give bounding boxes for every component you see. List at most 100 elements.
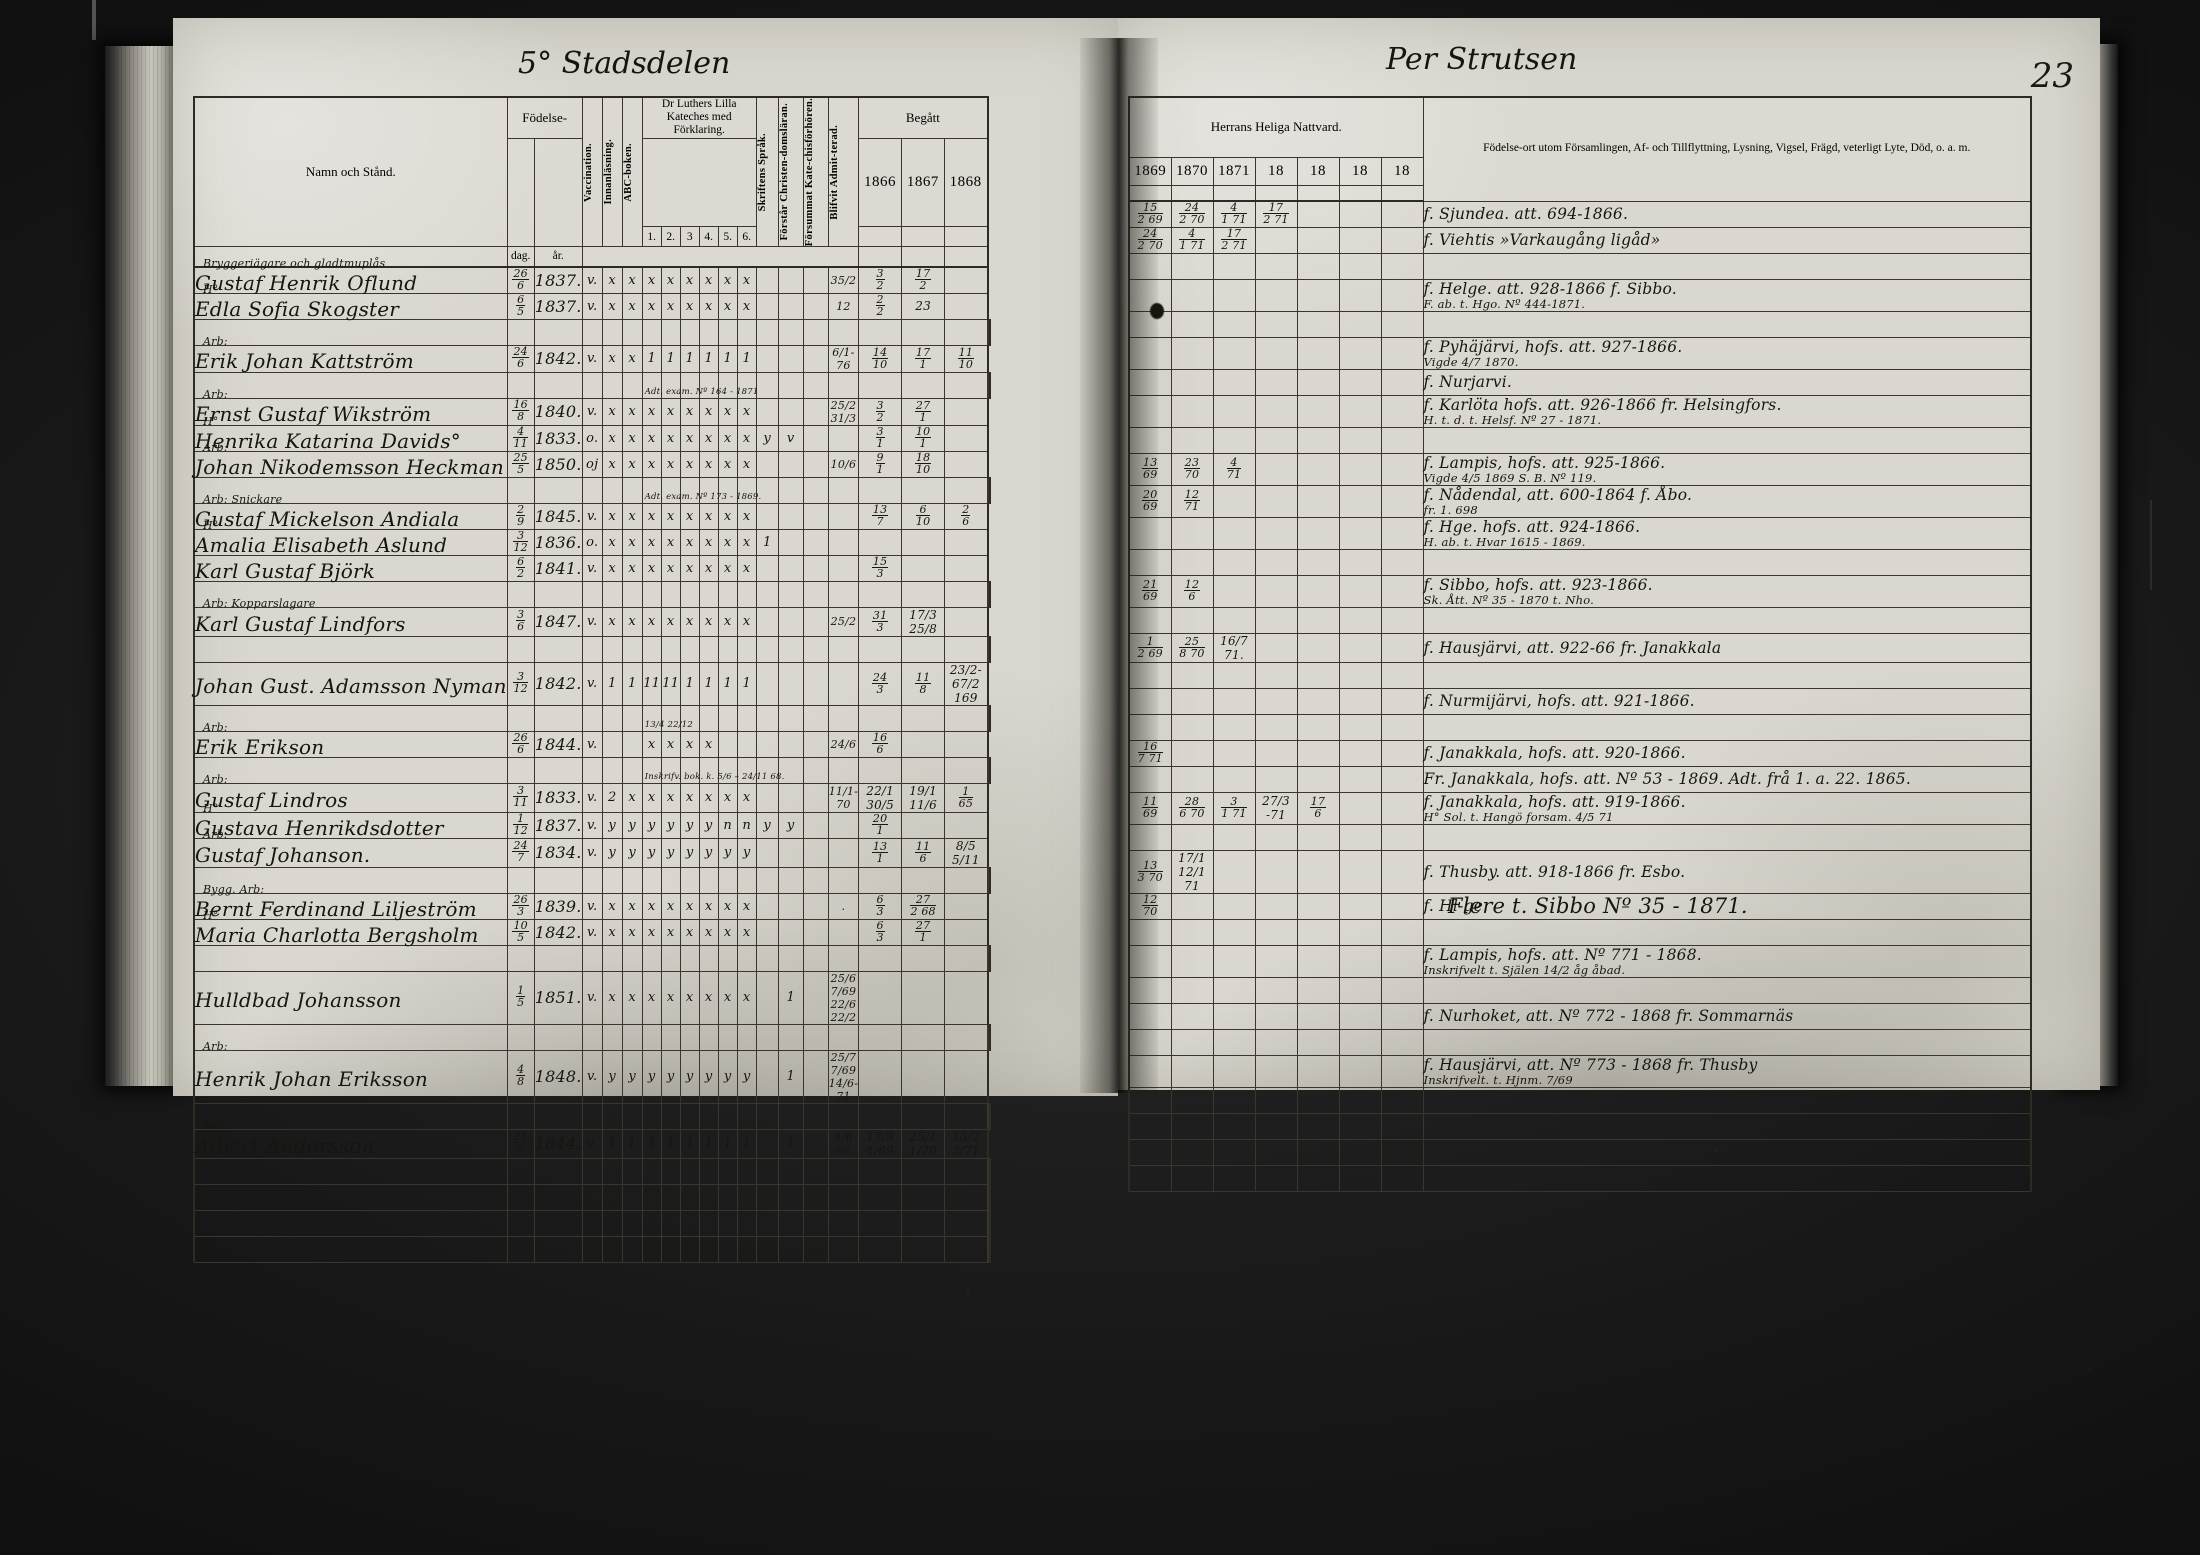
table-row[interactable]: Arb: Johan Nikodemsson Heckman 25 5 1850. oj x… (192, 441, 990, 479)
table-row[interactable]: H° Gustava Henrikdsdotter 1 12 1837. v. y y y y y y… (192, 802, 990, 840)
cell-begatt-0: 13 1 (858, 837, 903, 868)
spacer-row (1128, 823, 2032, 851)
cell-abc-boken: x (621, 970, 643, 1025)
cell-nattvard-3 (1254, 1002, 1298, 1030)
table-row[interactable]: Arb: Gustaf Lindros 3 11 1833. v. 2 x Inskrifv. … (192, 772, 990, 813)
header-herrans-heliga-nattvard: Herrans Heliga Nattvard. (1128, 96, 1424, 158)
table-row[interactable]: Arb: Kopparslagare Karl Gustaf Lindfors 3 6… (192, 597, 990, 637)
cell-innanlasning: x (601, 554, 623, 582)
note-line-2: Vigde 4/7 1870. (1423, 354, 1519, 369)
table-row[interactable]: f. Helge. att. 928-1866 f. Sibbo. F. ab. … (1128, 278, 2032, 312)
cell-nattvard-4 (1296, 632, 1340, 663)
cell-nattvard-5 (1338, 278, 1382, 312)
cell-catechism-1: y (641, 837, 662, 868)
table-row[interactable]: f. Nurjarvi. (1128, 368, 2032, 396)
cell-catechism-6: x (736, 292, 757, 320)
cell-begatt-0: 13 7 (858, 502, 903, 530)
table-row[interactable]: Bryggeriägare och gladtmuplås Gustaf Henr… (192, 257, 990, 295)
cell-catechism-4: y (698, 1049, 719, 1104)
cell-nattvard-3 (1254, 632, 1298, 663)
table-row[interactable]: Fr. Janakkala, hofs. att. Nº 53 - 1869. … (1128, 765, 2032, 793)
table-row[interactable]: f. Hge. hofs. att. 924-1866. H. ab. t. Hv… (1128, 516, 2032, 550)
table-row[interactable]: f. Karlöta hofs. att. 926-1866 fr. Helsi… (1128, 394, 2032, 428)
cell-nattvard-5 (1338, 452, 1382, 486)
table-row[interactable]: f. Lampis, hofs. att. Nº 771 - 1868. Insk… (1128, 944, 2032, 978)
cell-catechism-1: x (641, 554, 662, 582)
table-row[interactable]: 13 69 23 70 4 71 f. Lampis, hofs. att. 925-186… (1128, 452, 2032, 486)
cell-nattvard-0: 16 7 71 (1128, 739, 1172, 767)
cell-birth-year: 1834. (533, 837, 583, 868)
table-row[interactable]: H° Maria Charlotta Bergsholm 10 5 1842. v. x x x… (192, 909, 990, 947)
cell-forstar-christendomslaran (777, 730, 804, 758)
cell-catechism-5: 1 (717, 1128, 738, 1159)
table-row[interactable]: 13 3 70 17/1 12/1 71 f. Thusby. att. 918-18… (1128, 849, 2032, 894)
spacer-row (1128, 713, 2032, 741)
table-row[interactable]: Arb: Erik Johan Kattström 24 6 1842. v. x x 1 1 1 1… (192, 335, 990, 373)
table-row[interactable]: Karl Gustaf Björk 6 2 1841. v. x x x x x x x x 15 3 (192, 554, 990, 583)
cell-begatt-2 (944, 292, 989, 320)
table-row[interactable]: 21 69 12 6 f. Sibbo, hofs. att. 923-1866. Sk.… (1128, 574, 2032, 608)
table-row[interactable]: Hulldbad Johansson 1 5 1851. v. x x x x x x x x 1 25/6… (192, 970, 990, 1025)
cell-abc-boken: x (621, 918, 643, 946)
cell-catechism-6: x (736, 502, 757, 530)
cell-abc-boken: x (621, 292, 643, 320)
table-row[interactable]: Arb: Snickare Gustaf Mickelson Andiala 2 9 1… (192, 492, 990, 531)
table-row[interactable]: f. Hausjärvi, att. Nº 773 - 1868 fr. Thu… (1128, 1054, 2032, 1088)
cell-nattvard-2: 17 2 71 (1212, 226, 1256, 254)
table-row[interactable]: H° Edla Sofia Skogster 6 5 1837. v. x x x x x x x x 12… (192, 283, 990, 321)
cell-nattvard-3 (1254, 336, 1298, 370)
table-row[interactable]: Arb: Albert Andersson 24 3 1844. v. 1 1 1 1 1 1 1 1 1 4… (192, 1119, 990, 1159)
cell-forsummat (802, 424, 829, 452)
cell-name: Karl Gustaf Björk (192, 554, 508, 583)
cell-notes: f. Karlöta hofs. att. 926-1866 fr. Helsi… (1422, 394, 2032, 428)
cell-catechism-4: x (698, 554, 719, 582)
table-row[interactable]: Arb: Erik Erikson 26 6 1844. v. 13/4 22/12 x x x x… (192, 720, 990, 759)
table-row[interactable]: Arb: Ernst Gustaf Wikström 16 8 1840. v. x x Adt… (192, 387, 990, 426)
table-row[interactable]: H° Amalia Elisabeth Aslund 3 12 1836. o. x x x x x… (192, 519, 990, 557)
cell-begatt-1: 17 1 (901, 344, 946, 373)
cell-catechism-1: x (641, 266, 662, 294)
cell-birth-day: 3 12 (506, 528, 535, 556)
table-row[interactable]: Arb: Gustaf Johanson. 24 7 1834. v. y y y y y y y y 13… (192, 828, 990, 868)
table-row[interactable]: f. Pyhäjärvi, hofs. att. 927-1866. Vigde … (1128, 336, 2032, 370)
table-row[interactable]: 20 69 12 71 f. Nådendal, att. 600-1864 f. Åb… (1128, 484, 2032, 518)
cell-name: Arb: Johan Nikodemsson Heckman (192, 441, 508, 479)
cell-forsummat (802, 344, 829, 373)
cell-occupation: H° (203, 518, 219, 532)
cell-person-name: Edla Sofia Skogster (195, 296, 400, 321)
cell-person-name: Hulldbad Johansson (195, 988, 402, 1013)
cell-nattvard-6 (1380, 226, 1424, 254)
cell-nattvard-0: 24 2 70 (1128, 226, 1172, 254)
cell-forsummat (802, 606, 829, 637)
cell-catechism-3: y (679, 811, 700, 839)
cell-skriftens-sprak: 1 (755, 528, 779, 556)
table-row[interactable]: Arb: Henrik Johan Eriksson 4 8 1848. v. y y y y y y… (192, 1040, 990, 1104)
cell-innanlasning: x (601, 292, 623, 320)
table-row[interactable]: f. Nurhoket, att. Nº 772 - 1868 fr. Somm… (1128, 1002, 2032, 1030)
cell-begatt-1: 17 2 (901, 266, 946, 294)
note-line-1: f. Sibbo, hofs. att. 923-1866. (1423, 575, 1653, 594)
cell-name: Arb: Erik Johan Kattström (192, 335, 508, 373)
table-row[interactable]: 11 69 28 6 70 3 1 71 27/3 -71 17 6 f. Janakkala, … (1128, 791, 2032, 825)
cell-innanlasning: y (601, 1049, 623, 1104)
table-row[interactable]: Bygg. Arb: Bernt Ferdinand Liljeström 26 3 1… (192, 883, 990, 921)
table-row[interactable]: 16 7 71 f. Janakkala, hofs. att. 920-1866. (1128, 739, 2032, 767)
cell-nattvard-4 (1296, 849, 1340, 894)
cell-nattvard-5 (1338, 1002, 1382, 1030)
cell-occupation: H° (203, 908, 219, 922)
cell-nattvard-1: 24 2 70 (1170, 200, 1214, 228)
table-row[interactable]: 15 2 69 24 2 70 4 1 71 17 2 71 f. Sjundea. att. … (1128, 200, 2032, 228)
table-row[interactable]: f. Nurmijärvi, hofs. att. 921-1866. (1128, 687, 2032, 715)
cell-nattvard-5 (1338, 200, 1382, 228)
cell-occupation: H° (203, 801, 219, 815)
table-row[interactable]: H° Henrika Katarina Davids° 4 11 1833. o. x x x x… (192, 415, 990, 453)
table-row[interactable]: Johan Gust. Adamsson Nyman 3 12 1842. v. 1 1 11… (192, 661, 990, 706)
table-row[interactable]: 24 2 70 4 1 71 17 2 71 f. Viehtis »Varkaugång … (1128, 226, 2032, 254)
cell-skriftens-sprak (755, 606, 779, 637)
cell-begatt-1 (901, 811, 946, 839)
cell-birth-day: 16 8 (506, 397, 535, 426)
cell-vaccination: v. (581, 554, 603, 582)
cell-occupation: Arb: (203, 440, 228, 454)
